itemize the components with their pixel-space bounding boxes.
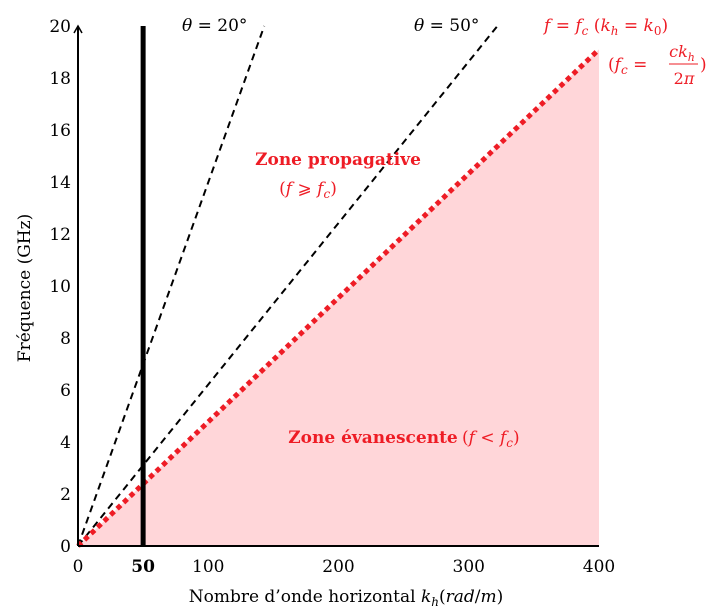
x-tick-label-special: 50 [131,557,155,577]
series-line-2 [76,47,601,548]
svg-text:ckh: ckh [669,42,695,64]
y-tick-label-2: 4 [60,433,71,453]
y-axis-label: Fréquence (GHz) [15,214,35,362]
y-tick-label-7: 14 [49,173,71,193]
annotation-theta-20: θ = 20° [182,16,247,36]
y-tick-label-6: 12 [49,225,71,245]
x-tick-label-1: 100 [192,557,224,577]
svg-text:2π: 2π [674,69,695,88]
evanescent-zone-title: Zone évanescente [288,428,458,448]
annotation-fc-line: f = fc (kh = k0) [542,16,668,38]
svg-text:(fc =: (fc = [608,55,647,77]
y-axis-arrow [73,24,83,34]
series-line-1 [77,25,499,547]
y-tick-label-3: 6 [60,381,71,401]
shaded-region-layer [78,49,599,547]
propagative-zone-title: Zone propagative [255,150,421,170]
series-layer [76,25,601,548]
propagative-zone-condition: (f ⩾ fc) [279,179,337,201]
y-tick-label-5: 10 [49,277,71,297]
x-tick-label-4: 400 [583,557,615,577]
series-line-0 [77,25,266,547]
evanescent-zone-condition: (f < fc) [462,428,520,450]
evanescent-zone-fill [78,49,599,547]
y-tick-label-9: 18 [49,69,71,89]
y-tick-label-4: 8 [60,329,71,349]
x-tick-label-3: 300 [453,557,485,577]
x-tick-label-0: 0 [73,557,84,577]
svg-text:): ) [700,55,707,75]
y-tick-label-0: 0 [60,537,71,557]
x-axis-label: Nombre d’onde horizontal kh(rad/m) [189,587,504,609]
y-tick-label-1: 2 [60,485,71,505]
x-tick-label-2: 200 [322,557,354,577]
annotation-fc-formula: (fc = ckh 2π ) [608,42,707,88]
annotation-theta-50: θ = 50° [414,16,479,36]
y-tick-label-8: 16 [49,121,71,141]
y-tick-label-10: 20 [49,17,71,37]
axes-layer [73,24,599,547]
